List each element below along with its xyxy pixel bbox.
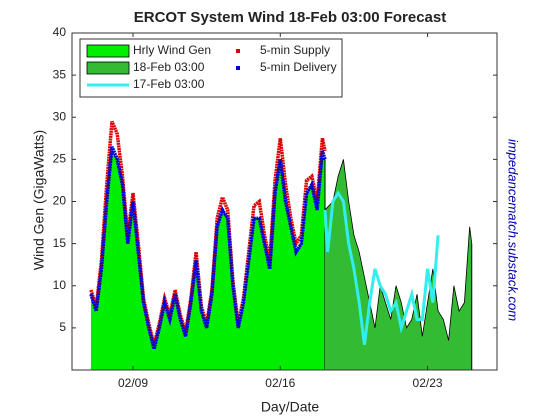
y-tick-label: 25 — [53, 152, 67, 166]
y-tick-label: 10 — [53, 278, 67, 292]
area — [90, 150, 326, 370]
y-tick-label: 35 — [53, 67, 67, 81]
legend-label: Hrly Wind Gen — [133, 43, 211, 57]
legend: Hrly Wind Gen 18-Feb 03:00 17-Feb 03:00 5-m… — [79, 38, 343, 98]
x-tick-label: 02/23 — [413, 376, 443, 390]
x-axis-label: Day/Date — [261, 399, 320, 415]
legend-label: 18-Feb 03:00 — [133, 60, 205, 74]
x-tick-label: 02/16 — [265, 376, 295, 390]
dotted-trace — [89, 146, 327, 350]
x-tick-label: 02/09 — [118, 376, 148, 390]
legend-label: 5-min Supply — [260, 43, 330, 57]
legend-label: 5-min Delivery — [260, 60, 337, 74]
legend-marker — [236, 49, 240, 53]
line — [323, 190, 440, 345]
chart-title: ERCOT System Wind 18-Feb 03:00 Forecast — [134, 9, 446, 26]
plot-area — [89, 120, 473, 370]
area-edge — [324, 159, 473, 341]
legend-label: 17-Feb 03:00 — [133, 77, 205, 91]
annotation: impedancematch.substack.com — [506, 139, 521, 321]
legend-swatch — [86, 61, 130, 75]
y-tick-label: 40 — [53, 25, 67, 39]
legend-marker — [236, 66, 240, 70]
y-tick-label: 15 — [53, 236, 67, 250]
legend-swatch — [86, 44, 130, 58]
y-tick-label: 30 — [53, 109, 67, 123]
y-tick-label: 20 — [53, 194, 67, 208]
y-tick-label: 5 — [59, 320, 66, 334]
y-axis-label: Wind Gen (GigaWatts) — [31, 130, 47, 270]
